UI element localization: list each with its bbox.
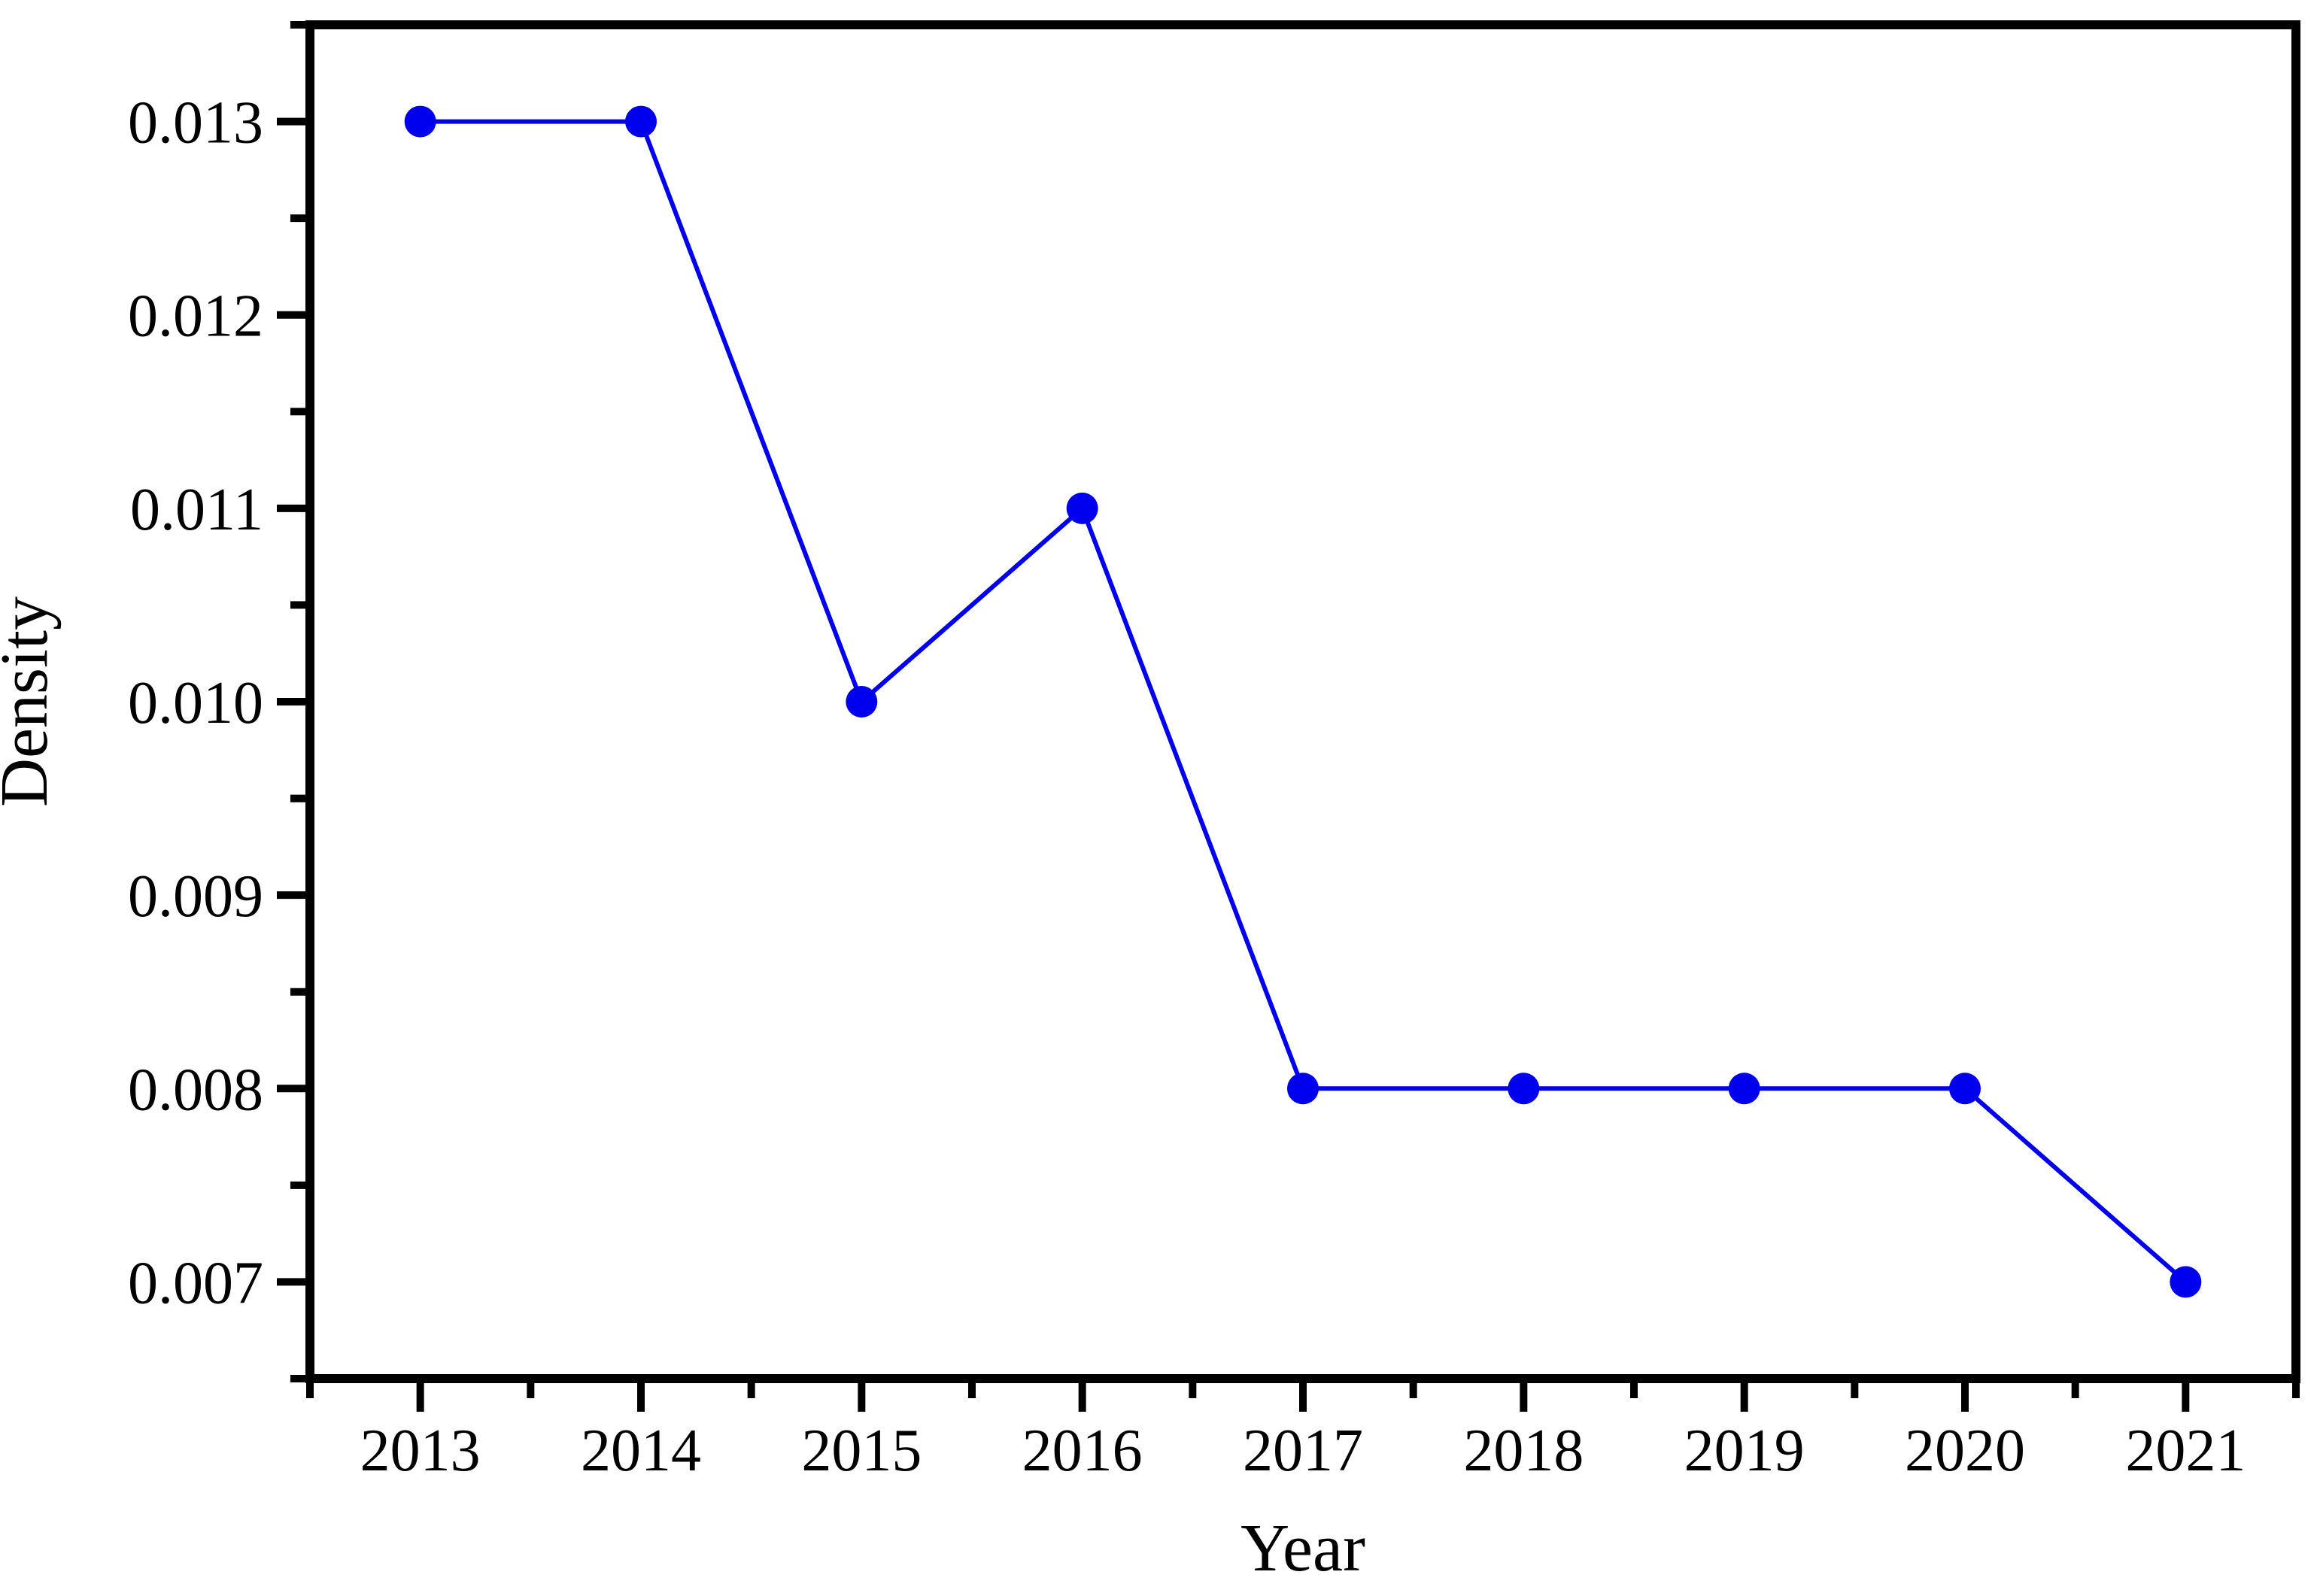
x-tick-label: 2018 [1463,1418,1584,1484]
y-tick-label: 0.010 [128,670,263,736]
data-point [2170,1266,2202,1298]
y-tick-label: 0.011 [130,477,263,543]
x-tick-label: 2020 [1905,1418,2025,1484]
data-point [1728,1073,1760,1105]
x-tick-label: 2015 [801,1418,922,1484]
data-point [625,105,657,138]
y-tick-label: 0.009 [128,863,263,930]
major-ticks [277,117,2190,1412]
x-tick-label: 2014 [581,1418,701,1484]
data-points [404,105,2202,1298]
x-axis-label: Year [1240,1511,1365,1585]
x-tick-label: 2013 [360,1418,481,1484]
data-point [1508,1073,1540,1105]
data-point [1287,1073,1319,1105]
y-tick-labels: 0.007 0.008 0.009 0.010 0.011 0.012 0.013 [128,90,263,1317]
data-point [404,105,436,138]
x-tick-label: 2021 [2125,1418,2246,1484]
y-tick-label: 0.013 [128,90,263,156]
y-tick-label: 0.007 [128,1250,263,1316]
plot-border [305,20,2300,1383]
data-point [1066,492,1098,524]
y-tick-label: 0.008 [128,1057,263,1123]
x-tick-label: 2017 [1243,1418,1363,1484]
data-point [846,686,878,718]
x-tick-label: 2019 [1684,1418,1805,1484]
y-tick-label: 0.012 [128,284,263,350]
x-tick-label: 2016 [1022,1418,1143,1484]
y-axis-label: Density [0,596,62,807]
x-tick-labels: 2013 2014 2015 2016 2017 2018 2019 2020 2021 [360,1418,2246,1484]
data-point [1949,1073,1981,1105]
